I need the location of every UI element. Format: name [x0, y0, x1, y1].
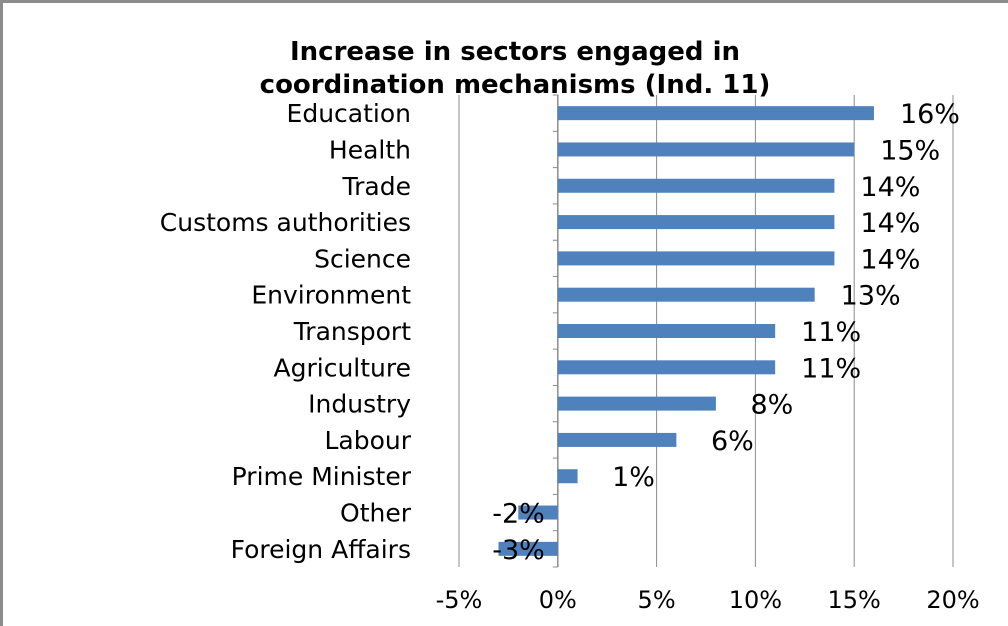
category-label: Industry — [308, 390, 411, 419]
bar — [557, 142, 855, 157]
category-label: Health — [329, 135, 411, 164]
category-label: Other — [340, 499, 412, 528]
bar — [518, 505, 558, 520]
data-label: 11% — [801, 353, 861, 384]
category-label: Environment — [251, 281, 411, 310]
bar — [557, 178, 835, 193]
category-labels: Education Health Trade Customs authorities S… — [160, 99, 412, 564]
data-label: 14% — [860, 244, 920, 275]
bar — [498, 541, 558, 556]
data-label: 14% — [860, 172, 920, 203]
category-label: Prime Minister — [232, 462, 412, 491]
data-label: 1% — [612, 462, 655, 493]
category-label: Education — [287, 99, 411, 128]
bar — [557, 396, 716, 411]
bar — [557, 432, 677, 447]
bars — [498, 106, 874, 556]
value-labels: 16% 15% 14% 14% 14% 13% 11% 11% 8% 6% 1% -2% -3% — [492, 99, 960, 566]
category-label: Agriculture — [274, 353, 412, 382]
data-label: -3% — [492, 535, 545, 566]
category-label: Trade — [342, 172, 411, 201]
x-tick-label: -5% — [436, 586, 483, 614]
data-label: 14% — [860, 208, 920, 239]
category-label: Science — [314, 244, 411, 273]
bar — [557, 360, 776, 375]
x-tick-label: 15% — [828, 586, 881, 614]
x-tick-label: 10% — [729, 586, 782, 614]
chart-title-line-2: coordination mechanisms (Ind. 11) — [260, 70, 771, 100]
x-axis-tick-labels: -5% 0% 5% 10% 15% 20% — [436, 586, 980, 614]
category-label: Labour — [324, 426, 411, 455]
data-label: 13% — [841, 281, 901, 312]
data-label: 8% — [750, 390, 793, 421]
data-label: 15% — [880, 135, 940, 166]
bar — [557, 324, 776, 338]
bar — [557, 287, 815, 302]
category-label: Foreign Affairs — [231, 535, 411, 564]
x-tick-label: 20% — [926, 586, 979, 614]
data-label: 16% — [900, 99, 960, 130]
bar — [557, 251, 835, 266]
category-label: Customs authorities — [160, 208, 411, 237]
bar — [557, 469, 578, 484]
data-label: 6% — [711, 426, 754, 457]
x-tick-label: 5% — [638, 586, 676, 614]
chart-title-line-1: Increase in sectors engaged in — [290, 37, 740, 67]
x-tick-label: 0% — [539, 586, 577, 614]
category-label: Transport — [293, 317, 412, 346]
data-label: 11% — [801, 317, 861, 348]
bar — [557, 106, 874, 121]
data-label: -2% — [492, 499, 545, 530]
bar — [557, 215, 835, 230]
